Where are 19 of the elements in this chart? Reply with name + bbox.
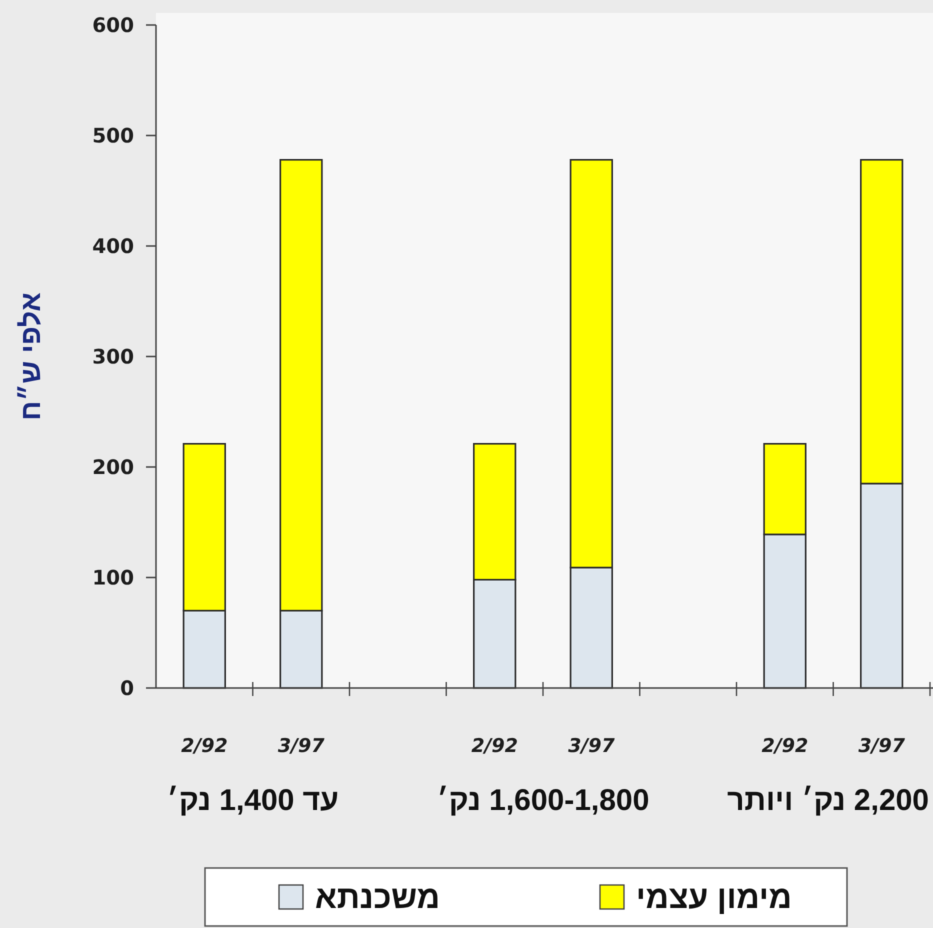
x-tick-label: 3/97 <box>568 735 616 757</box>
text: 2,200 נק׳ ויותר <box>727 784 929 817</box>
legend-label: מימון עצמי <box>636 879 792 915</box>
text: 1,600-1,800 נק׳ <box>436 784 650 817</box>
x-tick-label: 2/92 <box>762 735 808 757</box>
legend-label: משכנתא <box>315 879 440 915</box>
text: עד 1,400 נק׳ <box>166 784 339 817</box>
y-tick-label: 300 <box>92 344 134 368</box>
x-tick-label: 2/92 <box>471 735 518 757</box>
y-tick-label: 100 <box>92 566 134 590</box>
y-tick-label: 200 <box>92 455 134 479</box>
x-tick-label: 2/92 <box>181 735 228 757</box>
y-tick-label: 500 <box>92 124 134 148</box>
y-tick-label: 600 <box>92 13 134 37</box>
y-axis-title: אלפי ש״ח <box>15 292 46 421</box>
y-tick-label: 400 <box>92 234 134 258</box>
x-tick-label: 3/97 <box>278 735 326 757</box>
x-tick-label: 3/97 <box>858 735 906 757</box>
y-tick-label: 0 <box>120 676 134 700</box>
